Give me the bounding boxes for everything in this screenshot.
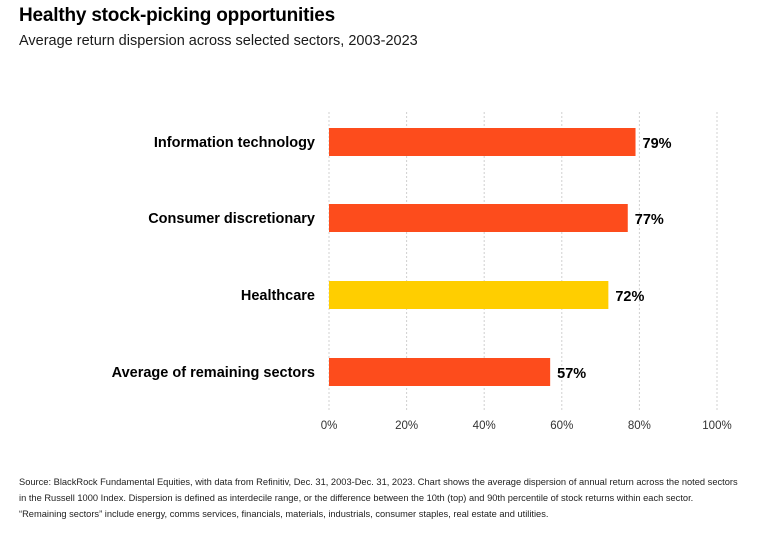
category-label-healthcare: Healthcare (241, 288, 315, 304)
chart-title: Healthy stock-picking opportunities (19, 5, 336, 26)
value-label-average-of-remaining-sectors: 57% (557, 366, 586, 382)
x-tick-label-60: 60% (550, 420, 573, 432)
category-label-average-of-remaining-sectors: Average of remaining sectors (112, 365, 315, 381)
category-label-information-technology: Information technology (154, 135, 315, 151)
chart-subtitle: Average return dispersion across selecte… (19, 33, 418, 49)
bar-consumer-discretionary (329, 204, 628, 232)
bar-average-of-remaining-sectors (329, 358, 551, 386)
x-tick-label-20: 20% (395, 420, 418, 432)
x-tick-label-100: 100% (702, 420, 731, 432)
category-label-consumer-discretionary: Consumer discretionary (148, 211, 315, 227)
bar-information-technology (329, 128, 636, 156)
x-tick-label-80: 80% (628, 420, 651, 432)
x-tick-label-0: 0% (321, 420, 338, 432)
source-note: Source: BlackRock Fundamental Equities, … (19, 477, 738, 519)
value-label-healthcare: 72% (615, 289, 644, 305)
x-tick-label-40: 40% (473, 420, 496, 432)
value-label-consumer-discretionary: 77% (635, 212, 664, 228)
bar-chart: 0% 20% 40% 60% 80% 100% Information technology… (112, 112, 732, 432)
bar-healthcare (329, 281, 609, 309)
value-label-information-technology: 79% (643, 136, 672, 152)
